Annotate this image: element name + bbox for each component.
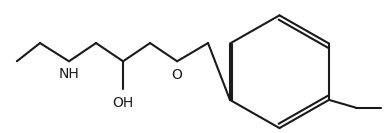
Text: O: O bbox=[172, 68, 182, 82]
Text: NH: NH bbox=[59, 66, 79, 80]
Text: OH: OH bbox=[112, 96, 134, 110]
